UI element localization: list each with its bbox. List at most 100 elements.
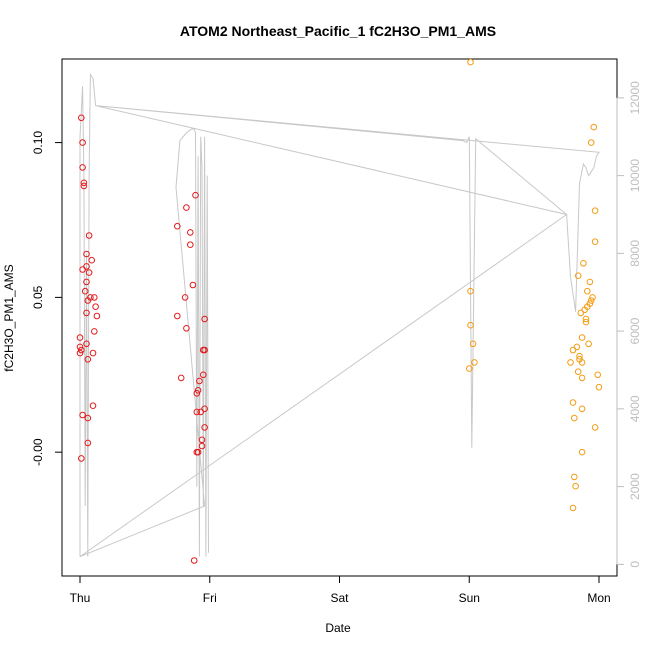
data-point-series-2 (567, 359, 574, 366)
secondary-series-layer (79, 72, 600, 558)
data-point-series-2 (585, 340, 592, 348)
data-point-series-2 (582, 318, 590, 326)
data-point-series-2 (595, 383, 603, 391)
data-point-series-2 (591, 238, 599, 245)
y2-tick-label: 0 (628, 561, 642, 568)
y2-tick-label: 10000 (628, 159, 642, 193)
data-point-series-2 (466, 365, 473, 372)
data-point-series-1 (183, 204, 190, 211)
data-point-series-2 (467, 287, 474, 295)
data-point-series-2 (587, 139, 595, 146)
x-tick-label: Mon (587, 591, 610, 605)
data-point-series-2 (571, 473, 578, 481)
data-point-series-1 (198, 442, 206, 450)
points-layer (76, 58, 603, 564)
data-point-series-2 (467, 58, 474, 66)
data-point-series-2 (582, 315, 590, 323)
data-point-series-1 (93, 312, 101, 320)
y2-tick-label: 8000 (628, 240, 642, 267)
data-point-series-2 (578, 374, 586, 382)
y-axis-label: fC2H3O_PM1_AMS (2, 264, 16, 371)
data-point-series-1 (177, 374, 185, 382)
x-tick-label: Sat (330, 591, 349, 605)
data-point-series-1 (91, 328, 98, 335)
data-point-series-1 (201, 315, 208, 323)
y-tick-label: -0.00 (31, 438, 45, 466)
data-point-series-2 (569, 504, 577, 512)
x-axis-label: Date (325, 621, 351, 635)
data-point-series-1 (84, 414, 92, 422)
x-tick-label: Fri (203, 591, 217, 605)
data-point-series-1 (83, 309, 90, 317)
data-point-series-1 (200, 371, 207, 379)
data-point-series-2 (591, 424, 599, 431)
data-point-series-1 (76, 349, 84, 357)
data-point-series-2 (571, 414, 578, 422)
data-point-series-2 (467, 321, 474, 329)
data-point-series-2 (587, 297, 595, 304)
data-point-series-1 (192, 191, 199, 199)
y-tick-label: 0.05 (31, 285, 45, 309)
data-point-series-1 (183, 325, 190, 332)
data-point-series-1 (189, 281, 197, 289)
data-point-series-1 (88, 256, 95, 264)
data-point-series-2 (572, 482, 579, 490)
y2-tick-label: 4000 (628, 395, 642, 422)
data-point-series-2 (471, 359, 478, 366)
data-point-series-2 (594, 371, 602, 379)
data-point-series-1 (79, 164, 86, 171)
y2-tick-label: 12000 (628, 81, 642, 115)
data-point-series-1 (92, 303, 99, 311)
data-point-series-2 (584, 287, 591, 295)
data-point-series-1 (91, 294, 98, 301)
data-point-series-2 (580, 260, 587, 267)
plot-area-border (61, 58, 618, 577)
data-point-series-1 (85, 232, 93, 239)
data-point-series-1 (79, 266, 86, 273)
data-point-series-1 (80, 182, 88, 190)
data-point-series-2 (578, 334, 586, 341)
data-point-series-1 (201, 424, 208, 431)
data-point-series-2 (586, 278, 594, 286)
secondary-series-line (79, 72, 600, 558)
data-point-series-1 (181, 294, 189, 301)
y2-tick-label: 6000 (628, 317, 642, 344)
data-point-series-1 (83, 250, 90, 258)
data-point-series-1 (80, 179, 88, 187)
data-point-series-2 (590, 123, 598, 131)
data-point-series-1 (83, 340, 90, 348)
data-point-series-2 (574, 368, 582, 376)
data-point-series-1 (78, 114, 85, 122)
data-point-series-1 (78, 455, 85, 462)
data-point-series-2 (589, 294, 596, 301)
data-point-series-1 (79, 411, 86, 419)
data-point-series-1 (85, 269, 93, 276)
data-point-series-2 (573, 343, 581, 351)
data-point-series-2 (578, 359, 586, 366)
chart-title: ATOM2 Northeast_Pacific_1 fC2H3O_PM1_AMS (180, 23, 496, 39)
data-point-series-2 (576, 352, 583, 360)
data-point-series-1 (89, 402, 97, 410)
data-point-series-2 (578, 405, 586, 413)
data-point-series-1 (76, 334, 84, 341)
data-point-series-1 (84, 439, 92, 447)
data-point-series-1 (76, 343, 84, 351)
axes-layer: Thu Fri Sat Sun Mon -0.00 0.05 0.10 0 2000 4000 600… (31, 81, 642, 605)
x-tick-label: Thu (70, 591, 91, 605)
data-point-series-1 (174, 312, 181, 320)
data-point-series-1 (201, 346, 208, 354)
data-point-series-1 (194, 387, 202, 394)
data-point-series-2 (578, 448, 586, 456)
data-point-series-1 (89, 349, 97, 357)
y-tick-label: 0.10 (31, 131, 45, 155)
data-point-series-1 (193, 390, 201, 397)
data-point-series-1 (193, 408, 201, 416)
data-point-series-1 (79, 139, 86, 146)
data-point-series-1 (187, 229, 194, 236)
data-point-series-2 (569, 399, 577, 406)
data-point-series-1 (193, 448, 201, 456)
data-point-series-1 (84, 297, 92, 304)
data-point-series-1 (187, 241, 194, 248)
